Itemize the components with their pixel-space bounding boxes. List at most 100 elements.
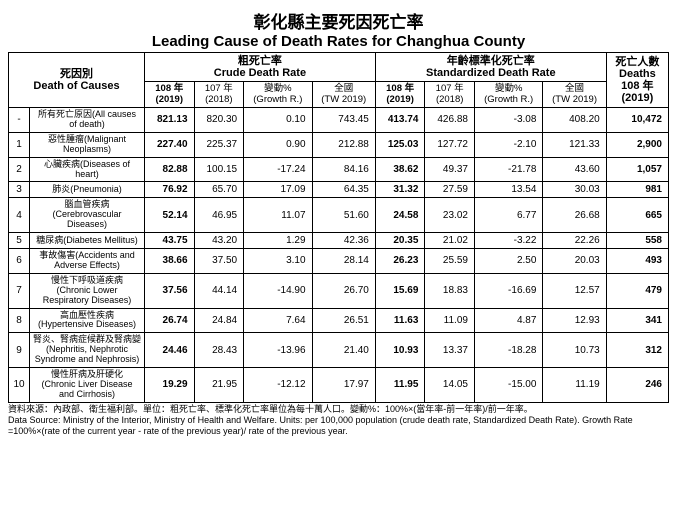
crude-108: 82.88 (145, 157, 195, 182)
std-108: 11.95 (375, 367, 425, 402)
std-tw: 26.68 (543, 198, 606, 233)
crude-108: 37.56 (145, 273, 195, 308)
std-tw: 12.93 (543, 308, 606, 333)
table-row: 4腦血管疾病 (Cerebrovascular Diseases)52.1446… (9, 198, 669, 233)
cause-cell: 腎炎、腎病症候群及腎病變 (Nephritis, Nephrotic Syndr… (30, 333, 145, 368)
crude-growth: -17.24 (244, 157, 312, 182)
crude-tw: 17.97 (312, 367, 375, 402)
rank-cell: 3 (9, 182, 30, 198)
table-row: 1惡性腫瘤(Malignant Neoplasms)227.40225.370.… (9, 132, 669, 157)
std-growth: 13.54 (474, 182, 542, 198)
std-107: 426.88 (425, 108, 475, 133)
crude-tw: 26.70 (312, 273, 375, 308)
std-tw: 121.33 (543, 132, 606, 157)
std-tw: 408.20 (543, 108, 606, 133)
deaths: 10,472 (606, 108, 668, 133)
crude-tw: 64.35 (312, 182, 375, 198)
crude-108: 227.40 (145, 132, 195, 157)
std-tw: 12.57 (543, 273, 606, 308)
rank-cell: 10 (9, 367, 30, 402)
deaths: 981 (606, 182, 668, 198)
cause-cell: 慢性肝病及肝硬化 (Chronic Liver Disease and Cirr… (30, 367, 145, 402)
col-std-tw: 全國(TW 2019) (543, 82, 606, 108)
footnote-en: Data Source: Ministry of the Interior, M… (8, 415, 669, 437)
col-std-growth: 變動%(Growth R.) (474, 82, 542, 108)
std-107: 127.72 (425, 132, 475, 157)
deaths: 479 (606, 273, 668, 308)
std-tw: 10.73 (543, 333, 606, 368)
std-108: 11.63 (375, 308, 425, 333)
cause-cell: 高血壓性疾病 (Hypertensive Diseases) (30, 308, 145, 333)
deaths: 493 (606, 249, 668, 274)
crude-growth: -12.12 (244, 367, 312, 402)
table-row: 8高血壓性疾病 (Hypertensive Diseases)26.7424.8… (9, 308, 669, 333)
std-tw: 20.03 (543, 249, 606, 274)
table-row: 10慢性肝病及肝硬化 (Chronic Liver Disease and Ci… (9, 367, 669, 402)
cause-cell: 腦血管疾病 (Cerebrovascular Diseases) (30, 198, 145, 233)
crude-tw: 26.51 (312, 308, 375, 333)
std-tw: 22.26 (543, 233, 606, 249)
std-107: 25.59 (425, 249, 475, 274)
table-row: 5糖尿病(Diabetes Mellitus)43.7543.201.2942.… (9, 233, 669, 249)
std-growth: 4.87 (474, 308, 542, 333)
std-108: 125.03 (375, 132, 425, 157)
crude-tw: 42.36 (312, 233, 375, 249)
deaths: 312 (606, 333, 668, 368)
std-tw: 11.19 (543, 367, 606, 402)
std-108: 26.23 (375, 249, 425, 274)
rank-cell: 5 (9, 233, 30, 249)
std-growth: -16.69 (474, 273, 542, 308)
deaths: 2,900 (606, 132, 668, 157)
deaths: 246 (606, 367, 668, 402)
crude-107: 37.50 (194, 249, 244, 274)
death-rate-table: 死因別Death of Causes 粗死亡率Crude Death Rate … (8, 52, 669, 403)
std-107: 11.09 (425, 308, 475, 333)
crude-growth: -13.96 (244, 333, 312, 368)
std-growth: 2.50 (474, 249, 542, 274)
crude-107: 44.14 (194, 273, 244, 308)
crude-107: 65.70 (194, 182, 244, 198)
col-crude-growth: 變動%(Growth R.) (244, 82, 312, 108)
crude-107: 100.15 (194, 157, 244, 182)
crude-tw: 212.88 (312, 132, 375, 157)
std-107: 13.37 (425, 333, 475, 368)
std-growth: -3.22 (474, 233, 542, 249)
col-std-107: 107 年(2018) (425, 82, 475, 108)
col-crude-tw: 全國(TW 2019) (312, 82, 375, 108)
crude-tw: 743.45 (312, 108, 375, 133)
std-108: 413.74 (375, 108, 425, 133)
title-zh: 彰化縣主要死因死亡率 (8, 8, 669, 33)
header-cause: 死因別Death of Causes (9, 53, 145, 108)
crude-107: 21.95 (194, 367, 244, 402)
header-crude: 粗死亡率Crude Death Rate (145, 53, 376, 82)
rank-cell: 7 (9, 273, 30, 308)
col-std-108: 108 年(2019) (375, 82, 425, 108)
crude-growth: 0.90 (244, 132, 312, 157)
table-row: 9腎炎、腎病症候群及腎病變 (Nephritis, Nephrotic Synd… (9, 333, 669, 368)
crude-108: 52.14 (145, 198, 195, 233)
crude-tw: 51.60 (312, 198, 375, 233)
std-growth: -18.28 (474, 333, 542, 368)
crude-107: 43.20 (194, 233, 244, 249)
table-row: 2心臟疾病(Diseases of heart)82.88100.15-17.2… (9, 157, 669, 182)
cause-cell: 糖尿病(Diabetes Mellitus) (30, 233, 145, 249)
rank-cell: 2 (9, 157, 30, 182)
deaths: 665 (606, 198, 668, 233)
table-row: 6事故傷害(Accidents and Adverse Effects)38.6… (9, 249, 669, 274)
crude-108: 43.75 (145, 233, 195, 249)
cause-cell: 慢性下呼吸道疾病 (Chronic Lower Respiratory Dise… (30, 273, 145, 308)
cause-cell: 所有死亡原因(All causes of death) (30, 108, 145, 133)
std-107: 21.02 (425, 233, 475, 249)
std-tw: 43.60 (543, 157, 606, 182)
rank-cell: 8 (9, 308, 30, 333)
crude-growth: 1.29 (244, 233, 312, 249)
cause-cell: 事故傷害(Accidents and Adverse Effects) (30, 249, 145, 274)
footnote-zh: 資料來源：內政部、衛生福利部。單位：粗死亡率、標準化死亡率單位為每十萬人口。變動… (8, 404, 669, 415)
std-tw: 30.03 (543, 182, 606, 198)
std-107: 14.05 (425, 367, 475, 402)
std-108: 31.32 (375, 182, 425, 198)
std-108: 20.35 (375, 233, 425, 249)
col-crude-107: 107 年(2018) (194, 82, 244, 108)
rank-cell: 9 (9, 333, 30, 368)
title-en: Leading Cause of Death Rates for Changhu… (8, 33, 669, 50)
